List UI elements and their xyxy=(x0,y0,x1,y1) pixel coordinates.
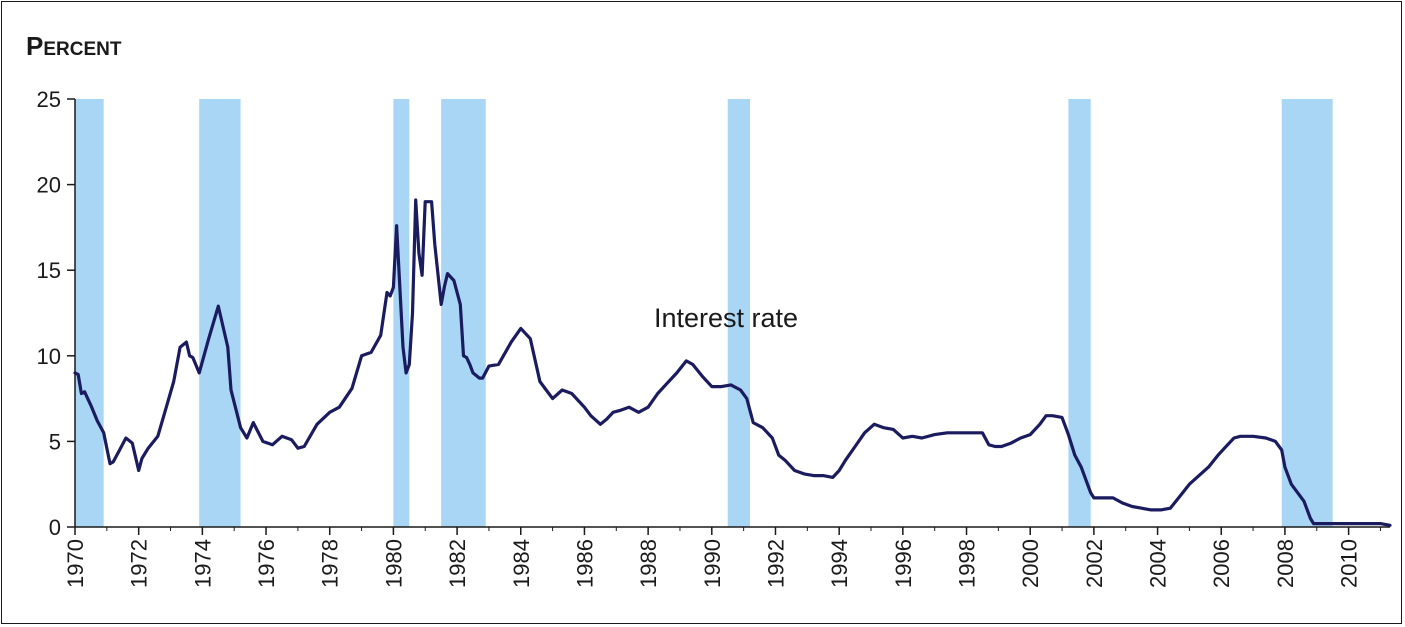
x-tick-label-1980: 1980 xyxy=(381,539,406,588)
y-tick-label-5: 5 xyxy=(49,429,61,454)
x-tick-label-1976: 1976 xyxy=(254,539,279,588)
recession-band-4 xyxy=(441,99,486,527)
y-tick-label-25: 25 xyxy=(37,87,61,112)
series-layer xyxy=(73,198,1392,527)
x-tick-label-1986: 1986 xyxy=(572,539,597,588)
x-tick-label-1984: 1984 xyxy=(509,539,534,588)
y-tick-label-20: 20 xyxy=(37,173,61,198)
x-tick-label-1996: 1996 xyxy=(891,539,916,588)
x-tick-label-2010: 2010 xyxy=(1337,539,1362,588)
x-tick-label-1998: 1998 xyxy=(955,539,980,588)
recession-band-5 xyxy=(727,99,751,527)
x-tick-label-1972: 1972 xyxy=(127,539,152,588)
y-tick-label-0: 0 xyxy=(49,515,61,540)
series-annotation: Interest rate xyxy=(654,303,798,333)
recession-band-6 xyxy=(1068,99,1091,527)
x-tick-label-2000: 2000 xyxy=(1018,539,1043,588)
axes: 0 5 10 15 20 25 1970 1972 1974 1976 1978 1980 1982 19… xyxy=(37,87,1390,588)
recession-band-7 xyxy=(1281,99,1333,527)
x-tick-label-1990: 1990 xyxy=(700,539,725,588)
recession-band-1 xyxy=(75,99,104,527)
x-tick-label-2004: 2004 xyxy=(1146,539,1171,588)
x-tick-label-2002: 2002 xyxy=(1082,539,1107,588)
x-tick-label-1970: 1970 xyxy=(63,539,88,588)
y-tick-label-15: 15 xyxy=(37,258,61,283)
x-tick-label-2008: 2008 xyxy=(1273,539,1298,588)
x-tick-label-1982: 1982 xyxy=(445,539,470,588)
x-tick-label-1994: 1994 xyxy=(827,539,852,588)
recession-shading xyxy=(75,99,1333,527)
y-tick-label-10: 10 xyxy=(37,344,61,369)
interest-rate-line xyxy=(73,198,1392,527)
x-tick-label-2006: 2006 xyxy=(1209,539,1234,588)
x-tick-label-1992: 1992 xyxy=(763,539,788,588)
x-tick-label-1974: 1974 xyxy=(190,539,215,588)
x-tick-label-1988: 1988 xyxy=(636,539,661,588)
y-axis-label: PERCENT xyxy=(26,31,122,61)
x-tick-label-1978: 1978 xyxy=(318,539,343,588)
